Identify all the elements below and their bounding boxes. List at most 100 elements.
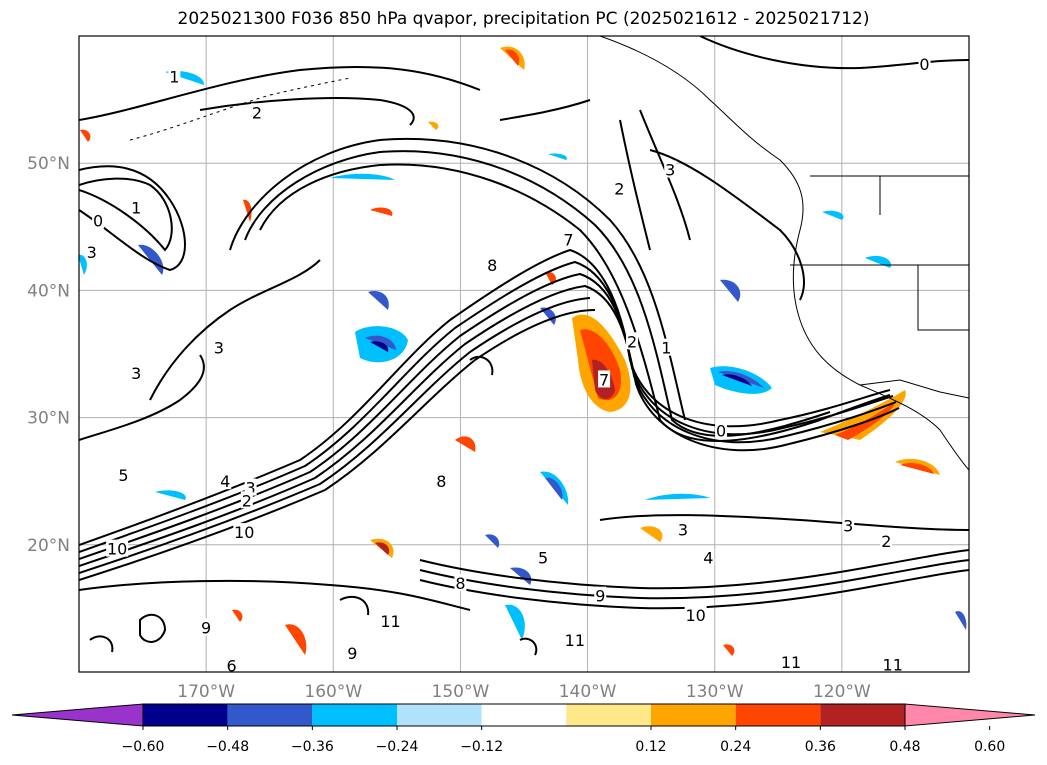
precip-patch-positive: [232, 609, 243, 622]
lat-tick-label: 40°N: [27, 281, 70, 301]
contour-label: 9: [347, 644, 357, 663]
colorbar-tick-label: −0.36: [291, 739, 334, 755]
axis-tick-labels: 170°W 160°W 150°W 140°W 130°W 120°W20°N30°N40…: [27, 154, 871, 702]
contour-label-bg: [168, 67, 181, 85]
coastline-north-america: [599, 36, 969, 471]
contour-label: 8: [487, 256, 497, 275]
contour-label-bg: [92, 211, 105, 229]
contour-label: 3: [214, 339, 224, 358]
contour-label: 2: [881, 532, 891, 551]
contour-label-bg: [486, 255, 499, 273]
contour-line: [79, 272, 897, 560]
map-title: 2025021300 F036 850 hPa qvapor, precipit…: [177, 9, 870, 29]
lon-tick-label: 140°W: [559, 682, 617, 702]
contour-line: [199, 97, 415, 126]
contour-label: 8: [436, 472, 446, 491]
colorbar-segment: [735, 704, 821, 726]
contour-label: 3: [131, 364, 141, 383]
contour-label: 11: [883, 655, 903, 674]
coastlines-and-borders: [129, 36, 969, 471]
contour-label-bg: [130, 198, 143, 216]
qvapor-contours: [79, 36, 969, 656]
contour-label: 4: [703, 549, 713, 568]
contour-label: 9: [201, 618, 211, 637]
contour-label-bg: [563, 631, 586, 649]
contour-line: [89, 635, 114, 653]
colorbar-tick-label: −0.48: [206, 739, 249, 755]
contour-label: 0: [919, 55, 929, 74]
contour-label-bg: [660, 338, 673, 356]
colorbar-segment: [481, 704, 567, 726]
colorbar-extend-low: [11, 703, 144, 727]
contour-label: 0: [716, 421, 726, 440]
contour-label-bg: [85, 243, 98, 261]
colorbar-tick-label: −0.12: [460, 739, 503, 755]
contour-label-bg: [842, 516, 855, 534]
contour-label: 3: [665, 161, 675, 180]
contour-label-bg: [454, 573, 467, 591]
contour-label-bg: [346, 643, 359, 661]
contour-label: 2: [252, 103, 262, 122]
colorbar-segment: [143, 704, 228, 726]
precip-patch-negative: [645, 493, 710, 500]
contour-label-bg: [780, 652, 802, 670]
contour-label: 5: [538, 549, 548, 568]
contour-label-bg: [379, 612, 402, 630]
contour-label-bg: [233, 523, 256, 541]
contour-label: 10: [685, 606, 705, 625]
contour-label-bg: [251, 103, 263, 121]
contour-line: [599, 514, 969, 531]
state-border: [917, 265, 969, 331]
colorbar-extend-high: [904, 703, 1036, 727]
precipitation-shading: [79, 46, 967, 656]
contour-label-bg: [613, 179, 626, 197]
contour-label: 4: [220, 472, 230, 491]
contour-label: 2: [242, 491, 252, 510]
contour-line: [79, 297, 591, 574]
precip-patch-negative: [138, 244, 164, 275]
colorbar-segment: [397, 704, 482, 726]
lon-tick-label: 160°W: [304, 682, 362, 702]
contour-label-bg: [130, 364, 143, 382]
lon-tick-label: 150°W: [432, 682, 490, 702]
contour-label: 0: [93, 211, 103, 230]
precip-patch-positive: [505, 49, 520, 66]
contour-line: [649, 149, 805, 301]
colorbar: −0.60 −0.48 −0.36 −0.24 −0.12 0.12 0.24 0.36 0.4…: [11, 703, 1036, 755]
contour-label: 11: [781, 653, 801, 672]
contour-line: [149, 259, 321, 401]
contour-line: [79, 248, 891, 546]
contour-line: [419, 569, 969, 610]
contour-line: [79, 177, 173, 252]
lat-tick-label: 30°N: [27, 409, 70, 429]
contour-label: 11: [565, 631, 585, 650]
precip-patch-negative: [720, 279, 741, 302]
contour-line: [79, 309, 596, 581]
contour-line: [229, 138, 686, 421]
precip-patch-negative: [330, 173, 395, 180]
contour-line: [139, 613, 167, 643]
colorbar-tick-label: 0.60: [974, 739, 1005, 755]
precip-patch-positive: [428, 121, 439, 130]
precip-patch-positive: [80, 129, 91, 142]
colorbar-tick-label: −0.24: [376, 739, 419, 755]
precip-patch-negative: [485, 534, 500, 548]
contour-label: 2: [627, 332, 637, 351]
precip-patch-negative: [155, 490, 186, 500]
contour-line: [79, 354, 205, 441]
contour-label: 11: [380, 612, 400, 631]
contour-label-bg: [918, 54, 931, 72]
colorbar-segment: [312, 704, 397, 726]
contour-label: 1: [661, 339, 671, 358]
precip-patch-positive: [375, 542, 390, 555]
contour-line: [79, 65, 481, 121]
contour-label-bg: [880, 531, 893, 549]
lon-tick-label: 120°W: [813, 682, 871, 702]
contour-line: [244, 150, 831, 437]
lat-tick-label: 20°N: [27, 536, 70, 556]
contour-label-bg: [715, 421, 728, 439]
contour-label: 10: [107, 540, 127, 559]
contour-label-bg: [435, 472, 448, 490]
